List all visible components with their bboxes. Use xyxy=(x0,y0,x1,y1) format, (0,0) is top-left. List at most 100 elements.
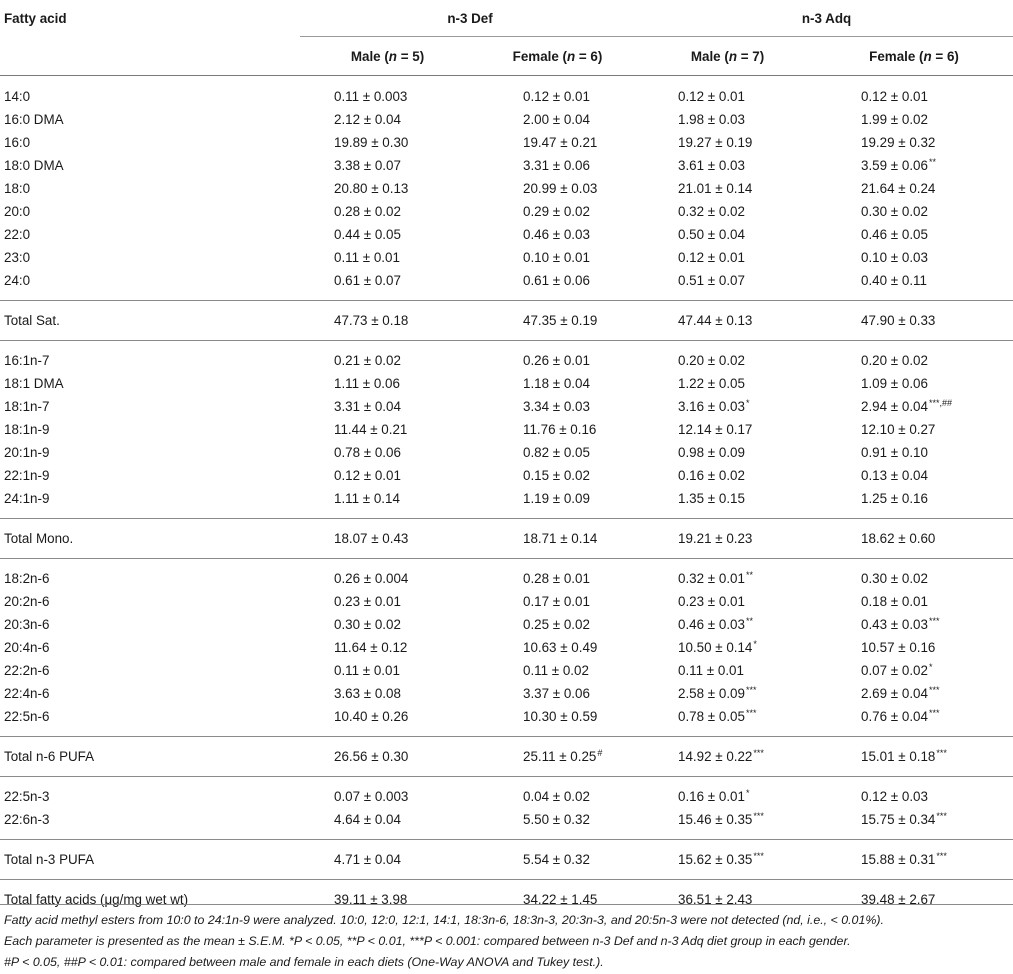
significance-marker: ** xyxy=(928,157,936,167)
significance-marker: # xyxy=(597,748,603,758)
mean-sem-value: 20.99 ± 0.03 xyxy=(523,181,598,196)
value-cell: 0.20 ± 0.02 xyxy=(815,349,1013,372)
significance-marker: * xyxy=(753,639,757,649)
value-cell: 2.94 ± 0.04***,## xyxy=(815,395,1013,418)
mean-sem-value: 0.11 ± 0.02 xyxy=(523,663,589,678)
mean-sem-value: 11.64 ± 0.12 xyxy=(334,640,408,655)
value-cell: 0.11 ± 0.01 xyxy=(640,659,815,682)
mean-sem-value: 1.22 ± 0.05 xyxy=(678,376,745,391)
mean-sem-value: 0.12 ± 0.01 xyxy=(861,89,928,104)
table-row: 18:1n-9 11.44 ± 0.21 11.76 ± 0.16 12.14 ± 0… xyxy=(0,418,1013,441)
mean-sem-value: 0.61 ± 0.07 xyxy=(334,273,401,288)
mean-sem-value: 2.00 ± 0.04 xyxy=(523,112,590,127)
value-cell: 0.61 ± 0.06 xyxy=(475,269,640,292)
mean-sem-value: 21.01 ± 0.14 xyxy=(678,181,753,196)
fatty-acid-name: 22:6n-3 xyxy=(4,812,50,827)
value-cell: 0.07 ± 0.02* xyxy=(815,659,1013,682)
mean-sem-value: 3.61 ± 0.03 xyxy=(678,158,745,173)
value-cell: 11.76 ± 0.16 xyxy=(475,418,640,441)
significance-marker: *** xyxy=(745,708,757,718)
fatty-acid-name: Total Mono. xyxy=(4,531,74,546)
mean-sem-value: 2.69 ± 0.04 xyxy=(861,686,928,701)
value-cell: 20.80 ± 0.13 xyxy=(300,177,475,200)
significance-marker: *** xyxy=(753,851,764,861)
value-cell: 0.10 ± 0.03 xyxy=(815,246,1013,269)
significance-marker: *** xyxy=(936,851,947,861)
value-cell: 10.40 ± 0.26 xyxy=(300,705,475,728)
mean-sem-value: 0.04 ± 0.02 xyxy=(523,789,590,804)
value-cell: 15.75 ± 0.34*** xyxy=(815,808,1013,831)
value-cell: 26.56 ± 0.30 xyxy=(300,737,475,777)
value-cell: 0.46 ± 0.03** xyxy=(640,613,815,636)
value-cell: 39.48 ± 2.67 xyxy=(815,880,1013,919)
spacer-row xyxy=(0,341,1013,349)
mean-sem-value: 47.73 ± 0.18 xyxy=(334,313,409,328)
mean-sem-value: 10.30 ± 0.59 xyxy=(523,709,598,724)
value-cell: 1.19 ± 0.09 xyxy=(475,487,640,510)
value-cell: 0.30 ± 0.02 xyxy=(300,613,475,636)
value-cell: 0.16 ± 0.01* xyxy=(640,785,815,808)
fatty-acid-name: 24:0 xyxy=(4,273,31,288)
header-row-subgroups: Male (n = 5) Female (n = 6) Male (n = 7)… xyxy=(0,37,1013,76)
value-cell: 14.92 ± 0.22*** xyxy=(640,737,815,777)
fatty-acid-name: 22:5n-3 xyxy=(4,789,50,804)
value-cell: 0.11 ± 0.01 xyxy=(300,659,475,682)
mean-sem-value: 19.21 ± 0.23 xyxy=(678,531,753,546)
value-cell: 3.34 ± 0.03 xyxy=(475,395,640,418)
mean-sem-value: 3.34 ± 0.03 xyxy=(523,399,590,414)
value-cell: 0.51 ± 0.07 xyxy=(640,269,815,292)
mean-sem-value: 0.11 ± 0.003 xyxy=(334,89,408,104)
table-row: 22:5n-6 10.40 ± 0.26 10.30 ± 0.59 0.78 ± 0.… xyxy=(0,705,1013,728)
value-cell: 39.11 ± 3.98 xyxy=(300,880,475,919)
value-cell: 0.78 ± 0.05*** xyxy=(640,705,815,728)
fatty-acid-name: Total Sat. xyxy=(4,313,60,328)
mean-sem-value: 3.31 ± 0.06 xyxy=(523,158,590,173)
total-row: Total fatty acids (μg/mg wet wt) 39.11 ± … xyxy=(0,880,1013,919)
significance-marker: * xyxy=(745,788,750,798)
fatty-acid-name: 18:2n-6 xyxy=(4,571,50,586)
value-cell: 0.91 ± 0.10 xyxy=(815,441,1013,464)
value-cell: 3.63 ± 0.08 xyxy=(300,682,475,705)
value-cell: 4.71 ± 0.04 xyxy=(300,840,475,880)
total-row: Total Sat. 47.73 ± 0.18 47.35 ± 0.19 47.44 … xyxy=(0,301,1013,341)
mean-sem-value: 1.35 ± 0.15 xyxy=(678,491,745,506)
group-header-n3-adq: n-3 Adq xyxy=(640,0,1013,37)
value-cell: 0.46 ± 0.05 xyxy=(815,223,1013,246)
significance-marker: * xyxy=(745,398,750,408)
value-cell: 2.58 ± 0.09*** xyxy=(640,682,815,705)
value-cell: 47.44 ± 0.13 xyxy=(640,301,815,341)
section-divider xyxy=(0,839,1013,840)
table-row: 16:0 DMA 2.12 ± 0.04 2.00 ± 0.04 1.98 ± 0.0… xyxy=(0,108,1013,131)
value-cell: 25.11 ± 0.25# xyxy=(475,737,640,777)
fatty-acid-name: 22:1n-9 xyxy=(4,468,50,483)
value-cell: 0.44 ± 0.05 xyxy=(300,223,475,246)
mean-sem-value: 0.26 ± 0.01 xyxy=(523,353,590,368)
mean-sem-value: 0.43 ± 0.03 xyxy=(861,617,928,632)
table-row: 22:5n-3 0.07 ± 0.003 0.04 ± 0.02 0.16 ± 0.0… xyxy=(0,785,1013,808)
value-cell: 0.26 ± 0.01 xyxy=(475,349,640,372)
value-cell: 3.59 ± 0.06** xyxy=(815,154,1013,177)
mean-sem-value: 0.17 ± 0.01 xyxy=(523,594,590,609)
fatty-acid-name: 18:1 DMA xyxy=(4,376,64,391)
mean-sem-value: 0.50 ± 0.04 xyxy=(678,227,745,242)
table-row: 20:2n-6 0.23 ± 0.01 0.17 ± 0.01 0.23 ± 0.01… xyxy=(0,590,1013,613)
value-cell: 0.32 ± 0.02 xyxy=(640,200,815,223)
mean-sem-value: 26.56 ± 0.30 xyxy=(334,749,409,764)
significance-marker: *** xyxy=(745,685,757,695)
table-row: 20:3n-6 0.30 ± 0.02 0.25 ± 0.02 0.46 ± 0.03… xyxy=(0,613,1013,636)
value-cell: 1.25 ± 0.16 xyxy=(815,487,1013,510)
value-cell: 1.11 ± 0.06 xyxy=(300,372,475,395)
significance-marker: *** xyxy=(928,685,940,695)
value-cell: 3.38 ± 0.07 xyxy=(300,154,475,177)
mean-sem-value: 1.19 ± 0.09 xyxy=(523,491,590,506)
value-cell: 1.99 ± 0.02 xyxy=(815,108,1013,131)
fatty-acid-name: 16:1n-7 xyxy=(4,353,50,368)
mean-sem-value: 5.54 ± 0.32 xyxy=(523,852,590,867)
mean-sem-value: 12.10 ± 0.27 xyxy=(861,422,936,437)
value-cell: 47.73 ± 0.18 xyxy=(300,301,475,341)
value-cell: 36.51 ± 2.43 xyxy=(640,880,815,919)
value-cell: 0.16 ± 0.02 xyxy=(640,464,815,487)
value-cell: 0.12 ± 0.03 xyxy=(815,785,1013,808)
value-cell: 10.57 ± 0.16 xyxy=(815,636,1013,659)
value-cell: 0.12 ± 0.01 xyxy=(300,464,475,487)
